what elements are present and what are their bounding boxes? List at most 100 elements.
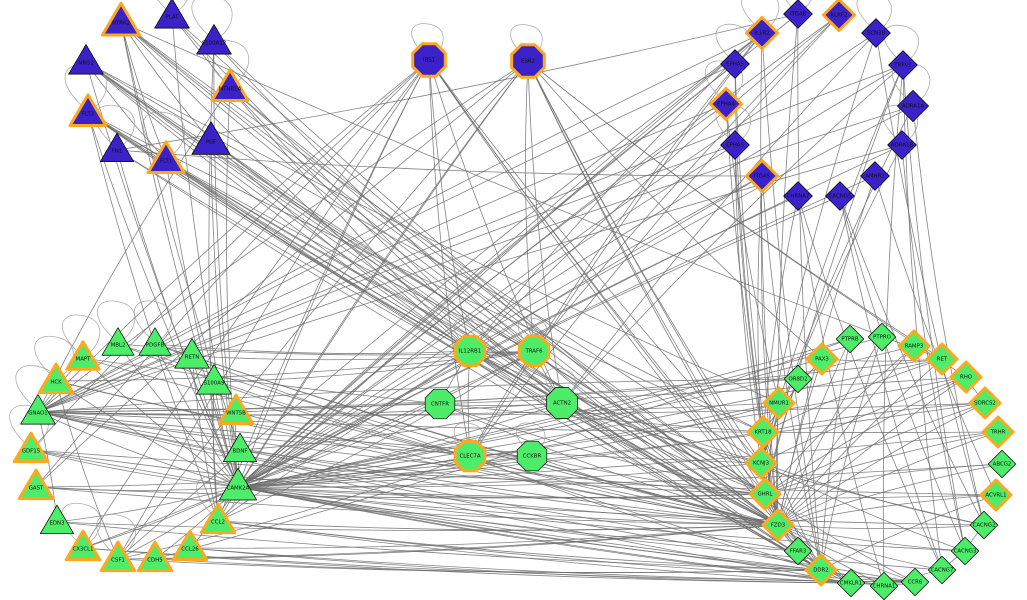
graph-node-ccr6[interactable]	[900, 567, 930, 597]
graph-node-bdnf[interactable]	[222, 432, 258, 463]
self-loop-edge	[62, 314, 101, 357]
graph-edge	[874, 175, 997, 496]
graph-edge	[777, 345, 915, 526]
graph-node-csf1[interactable]	[99, 540, 137, 573]
graph-node-ret[interactable]	[925, 342, 959, 376]
graph-edge	[734, 144, 762, 464]
graph-node-trpv1[interactable]	[888, 50, 918, 80]
graph-node-hck[interactable]	[37, 362, 75, 395]
graph-edge	[760, 462, 985, 526]
graph-edge	[35, 486, 779, 526]
graph-node-ptprb[interactable]	[835, 324, 865, 354]
graph-node-abcg2[interactable]	[987, 449, 1017, 479]
graph-node-cacng5[interactable]	[825, 181, 855, 211]
graph-node-ptpro[interactable]	[867, 322, 897, 352]
self-loop-edge	[741, 0, 780, 32]
graph-node-itga5[interactable]	[744, 158, 780, 194]
graph-node-chrna7[interactable]	[783, 181, 813, 211]
graph-node-ddr2[interactable]	[804, 553, 838, 587]
graph-node-pax3[interactable]	[805, 342, 839, 376]
graph-node-cntfr[interactable]	[424, 388, 456, 420]
graph-node-s100a12[interactable]	[196, 24, 232, 55]
graph-edge	[191, 350, 535, 361]
graph-node-actn2[interactable]	[546, 387, 578, 419]
graph-node-epha3[interactable]	[720, 130, 750, 160]
graph-edge	[760, 462, 966, 552]
graph-node-sorcs2[interactable]	[968, 386, 1002, 420]
graph-node-adra1b[interactable]	[887, 130, 917, 160]
graph-edge	[839, 195, 966, 552]
graph-node-flt1[interactable]	[146, 140, 186, 175]
graph-node-ramp3[interactable]	[897, 329, 931, 363]
graph-edge	[154, 524, 779, 560]
graph-node-ghrl[interactable]	[748, 477, 782, 511]
graph-edge	[217, 175, 763, 522]
graph-node-krt18[interactable]	[746, 415, 780, 449]
graph-node-il1r2[interactable]	[744, 15, 780, 51]
self-loop-edge	[15, 365, 57, 411]
graph-node-cckbr[interactable]	[516, 440, 548, 472]
graph-node-camk2a[interactable]	[219, 467, 257, 501]
graph-node-wnt5b[interactable]	[217, 393, 255, 426]
graph-node-nrg1[interactable]	[68, 44, 104, 75]
graph-node-irs1[interactable]	[411, 42, 447, 78]
graph-node-pdgfb[interactable]	[138, 327, 172, 356]
graph-node-fzd3[interactable]	[761, 508, 795, 542]
graph-node-rho[interactable]	[949, 360, 983, 394]
graph-node-plat[interactable]	[154, 0, 190, 29]
graph-node-epha4[interactable]	[708, 86, 744, 122]
graph-node-epha5[interactable]	[720, 49, 750, 79]
graph-node-s100a9[interactable]	[196, 364, 232, 395]
graph-node-mapt[interactable]	[65, 340, 101, 371]
graph-node-cdh5[interactable]	[136, 540, 174, 573]
graph-node-mtnr1a[interactable]	[210, 68, 250, 103]
graph-node-ffar3[interactable]	[783, 536, 813, 566]
graph-node-scn3b[interactable]	[861, 18, 891, 48]
graph-node-flt3[interactable]	[68, 93, 108, 128]
graph-node-itga8[interactable]	[783, 0, 813, 29]
graph-node-pgf[interactable]	[191, 121, 231, 155]
graph-edge	[237, 144, 736, 488]
graph-edge	[171, 15, 563, 404]
graph-node-kcnj3[interactable]	[744, 446, 778, 480]
graph-node-mbl2[interactable]	[101, 327, 135, 356]
graph-node-cacng3[interactable]	[950, 536, 980, 566]
graph-edge	[85, 61, 563, 404]
graph-node-or8d2[interactable]	[783, 364, 813, 394]
graph-node-traf6[interactable]	[517, 334, 551, 368]
graph-node-gast[interactable]	[17, 468, 55, 501]
graph-edge	[428, 59, 471, 457]
graph-node-chrna1[interactable]	[869, 571, 899, 600]
graph-node-il12rb1[interactable]	[453, 334, 487, 368]
graph-node-cmklr1[interactable]	[836, 568, 866, 598]
graph-node-adra1a[interactable]	[897, 90, 929, 122]
graph-node-nmur1[interactable]	[762, 386, 796, 420]
graph-edge	[87, 112, 535, 352]
graph-node-ccl2[interactable]	[199, 502, 237, 535]
graph-node-cacng7[interactable]	[927, 555, 957, 585]
graph-node-ccl26[interactable]	[171, 529, 209, 562]
graph-node-esr2[interactable]	[510, 43, 546, 79]
graph-edge	[797, 195, 943, 571]
graph-node-retn[interactable]	[174, 338, 210, 369]
nodes-layer[interactable]	[12, 0, 1017, 600]
graph-node-acvrl1[interactable]	[979, 478, 1013, 512]
graph-node-gdf15[interactable]	[12, 431, 50, 464]
self-loop-edge	[715, 23, 751, 63]
graph-node-klrf2[interactable]	[821, 0, 857, 33]
graph-node-edn3[interactable]	[39, 504, 75, 535]
graph-node-gnao1[interactable]	[20, 394, 56, 425]
graph-node-cx3cl1[interactable]	[64, 529, 102, 562]
graph-node-clec7a[interactable]	[453, 439, 487, 473]
graph-edge	[37, 105, 914, 413]
graph-node-ntrk2[interactable]	[100, 1, 142, 37]
graph-node-fn1[interactable]	[99, 132, 135, 163]
graph-node-trhr[interactable]	[981, 415, 1015, 449]
graph-node-cacng2[interactable]	[969, 510, 999, 540]
graph-node-amhr2[interactable]	[860, 161, 890, 191]
graph-edge	[533, 350, 779, 526]
graph-edge	[165, 159, 239, 488]
graph-edge	[82, 486, 239, 549]
